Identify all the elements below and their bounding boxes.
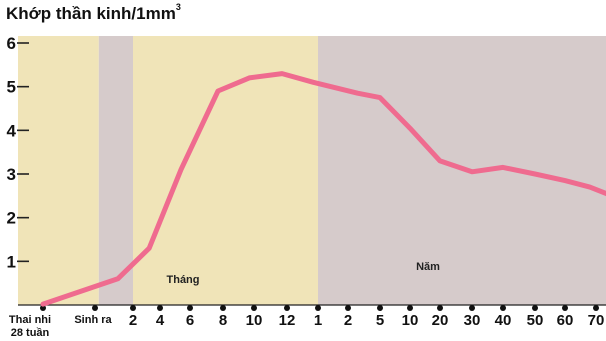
x-tick-dot-16 (562, 305, 568, 311)
x-tick-dot-17 (593, 305, 599, 311)
x-tick-label-6: 10 (246, 312, 263, 329)
x-tick-dot-7 (284, 305, 290, 311)
x-tick-label-2: 2 (129, 312, 137, 329)
x-tick-dot-11 (407, 305, 413, 311)
region-band-0 (18, 36, 99, 305)
x-tick-dot-3 (157, 305, 163, 311)
x-tick-label-14: 40 (495, 312, 512, 329)
x-tick-label-7: 12 (279, 312, 296, 329)
x-tick-dot-13 (469, 305, 475, 311)
y-tick-label-5: 5 (7, 78, 16, 97)
x-tick-dot-4 (187, 305, 193, 311)
x-tick-label-1: Sinh ra (74, 314, 112, 326)
x-tick-label-16: 60 (557, 312, 574, 329)
y-tick-label-3: 3 (7, 165, 16, 184)
region-band-1 (98, 36, 133, 305)
x-tick-label-10: 5 (376, 312, 384, 329)
x-tick-dot-5 (220, 305, 226, 311)
x-tick-label-3: 4 (156, 312, 165, 329)
region-label-3: Năm (416, 261, 440, 273)
x-tick-dot-6 (251, 305, 257, 311)
x-tick-label-9: 2 (344, 312, 352, 329)
x-tick-dot-12 (437, 305, 443, 311)
y-tick-label-1: 1 (7, 252, 16, 271)
x-tick-label-17: 70 (588, 312, 605, 329)
y-tick-label-2: 2 (7, 209, 16, 228)
x-tick-label-5: 8 (219, 312, 227, 329)
x-tick-dot-9 (345, 305, 351, 311)
x-tick-label-15: 50 (527, 312, 544, 329)
x-tick-dot-15 (532, 305, 538, 311)
x-tick-dot-0 (40, 305, 46, 311)
x-tick-label-8: 1 (314, 312, 322, 329)
x-tick-label-13: 30 (464, 312, 481, 329)
chart-title-superscript: 3 (175, 2, 181, 13)
x-tick-dot-1 (92, 305, 98, 311)
x-tick-dot-2 (130, 305, 136, 311)
x-tick-label-12: 20 (432, 312, 449, 329)
y-tick-label-6: 6 (7, 34, 16, 53)
x-tick-label-0: Thai nhi 28 tuần (9, 314, 51, 339)
x-tick-label-4: 6 (186, 312, 194, 329)
x-tick-dot-8 (315, 305, 321, 311)
chart-title: Khớp thần kinh/1mm3 (6, 2, 181, 24)
x-tick-dot-10 (377, 305, 383, 311)
chart-title-text: Khớp thần kinh/1mm (6, 4, 176, 23)
region-band-2 (133, 36, 318, 305)
region-label-2: Tháng (167, 274, 200, 286)
x-tick-dot-14 (500, 305, 506, 311)
y-tick-label-4: 4 (7, 121, 17, 140)
series-line-0 (40, 71, 606, 307)
x-tick-label-11: 10 (402, 312, 419, 329)
